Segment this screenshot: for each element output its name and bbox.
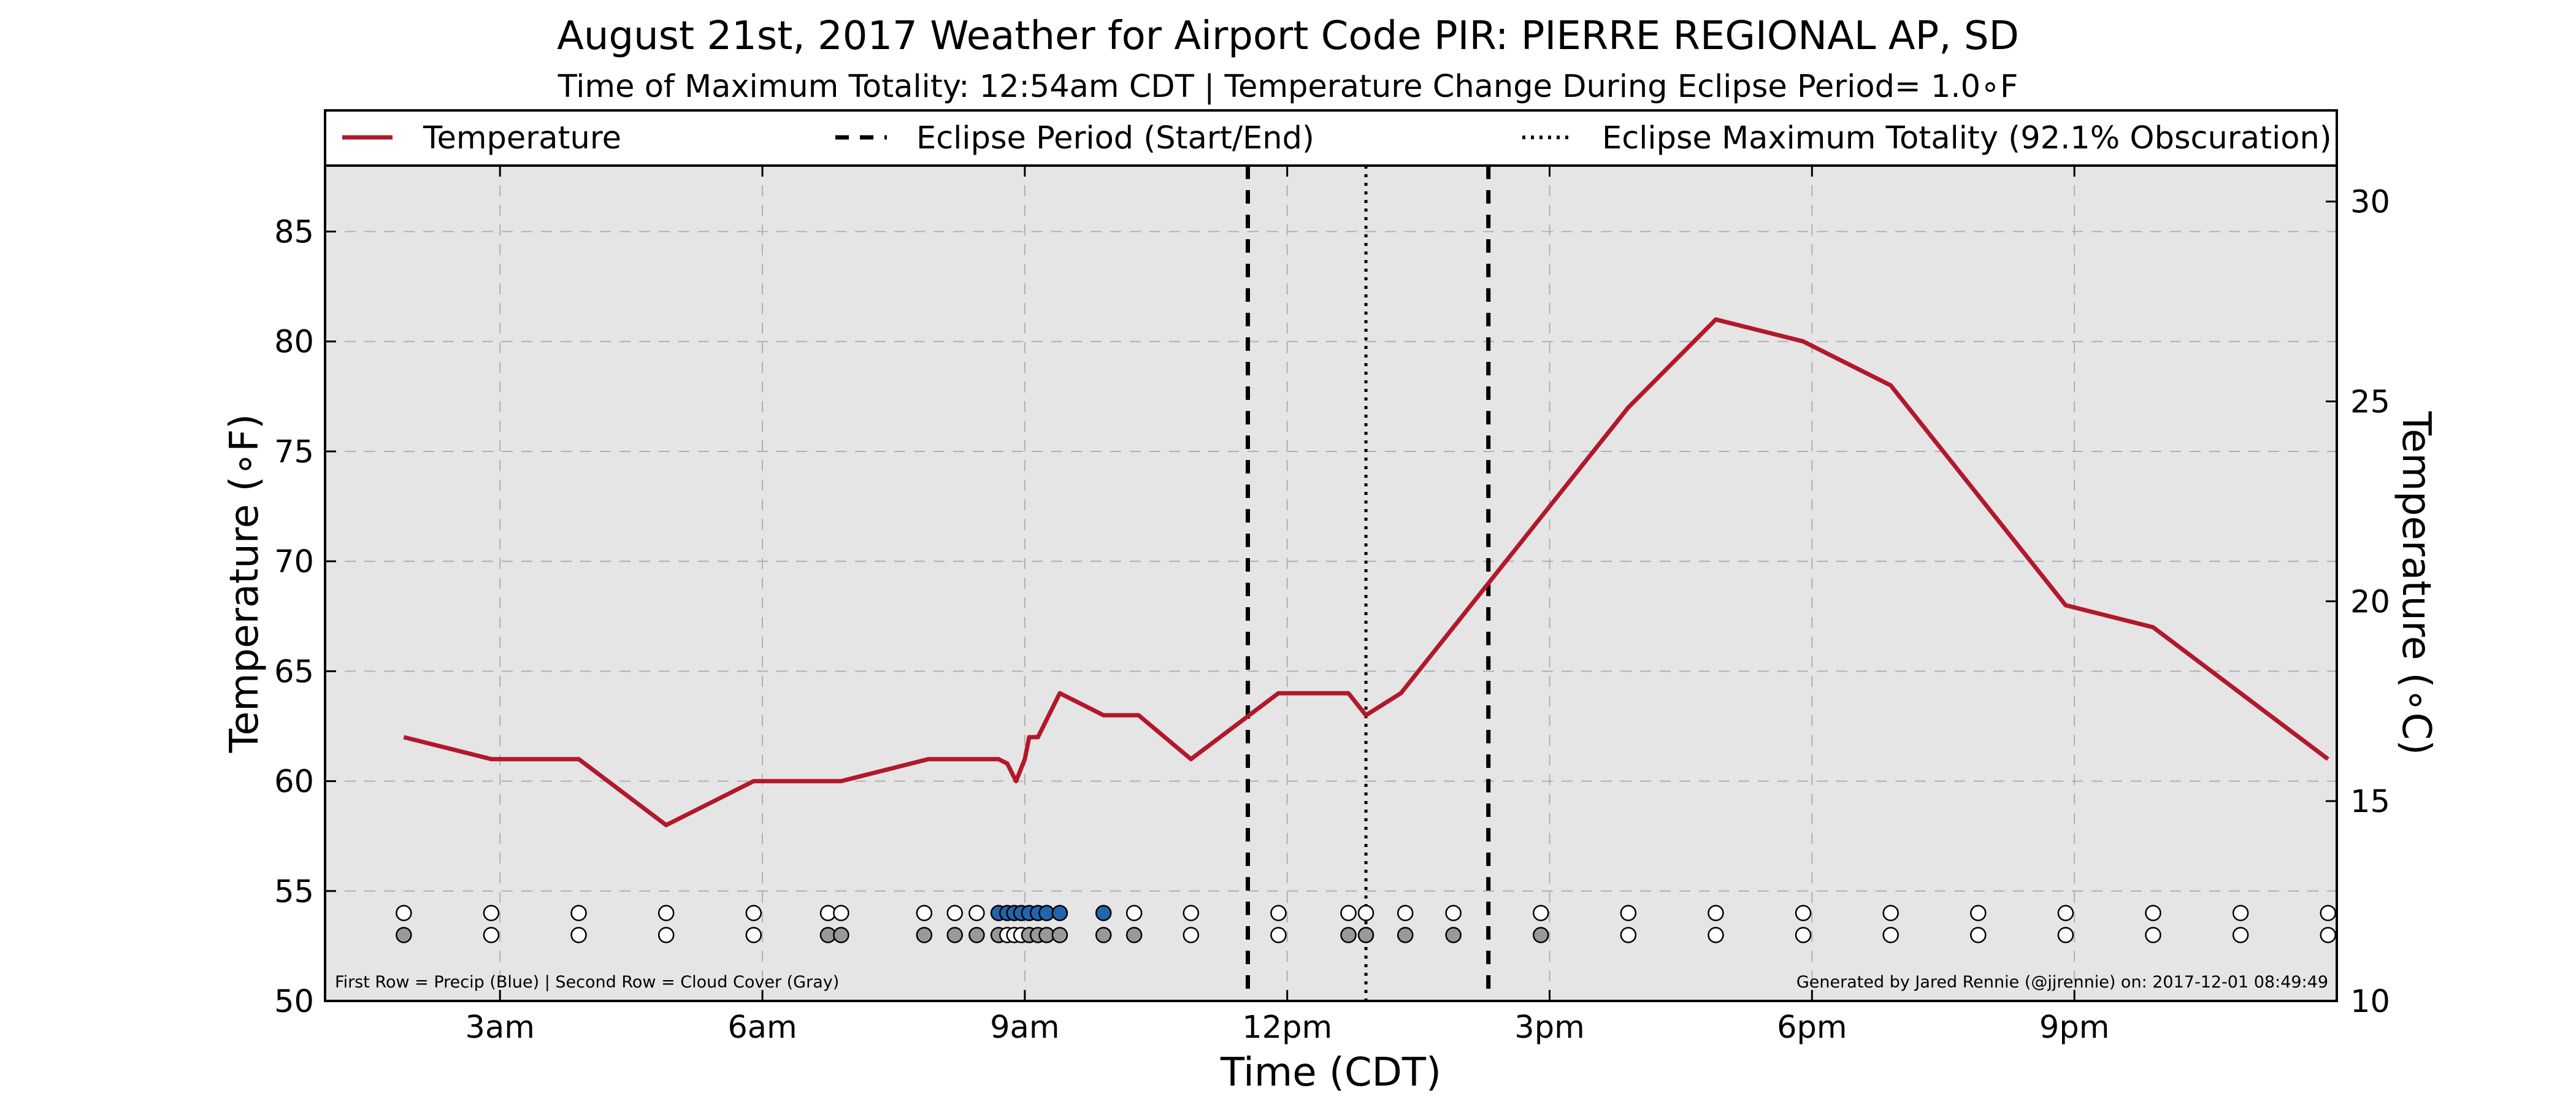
precip-marker-empty	[968, 905, 985, 921]
y-tick-label: 55	[274, 874, 314, 910]
x-axis-ticks: 3am 6am 9am 12pm 3pm 6pm 9pm	[466, 166, 2110, 1046]
cloud-marker-empty	[1708, 927, 1724, 943]
legend-max-totality-label: Eclipse Maximum Totality (92.1% Obscurat…	[1602, 120, 2332, 156]
precip-marker-empty	[2320, 905, 2336, 921]
cloud-marker-empty	[657, 927, 675, 943]
cloud-marker-empty	[2232, 927, 2249, 943]
y-tick-label: 70	[274, 544, 314, 580]
y-tick-label: 60	[274, 764, 314, 800]
cloud-marker-filled	[1445, 927, 1462, 943]
cloud-marker-empty	[1795, 927, 1812, 943]
y-right-tick-label: 20	[2350, 584, 2390, 620]
y-right-tick-label: 25	[2350, 384, 2390, 420]
y-axis-label: Temperature (∘F)	[222, 414, 267, 754]
plot-area	[325, 166, 2337, 1001]
y-tick-label: 80	[274, 324, 314, 361]
cloud-marker-filled	[1340, 927, 1357, 943]
cloud-marker-empty	[2145, 927, 2161, 943]
y-right-tick-label: 10	[2350, 984, 2390, 1020]
cloud-marker-empty	[745, 927, 762, 943]
y-tick-label: 75	[274, 434, 314, 470]
y-axis-ticks: 50 55 60 65 70 75 80 85	[274, 215, 336, 1020]
precip-cloud-markers	[396, 905, 2336, 943]
precip-marker-empty	[946, 905, 964, 921]
precip-marker-empty	[1620, 905, 1637, 921]
cloud-marker-empty	[483, 927, 500, 943]
cloud-marker-filled	[968, 927, 985, 943]
y-axis-right-ticks: 10 15 20 25 30	[2326, 185, 2390, 1020]
cloud-marker-filled	[1051, 927, 1068, 943]
legend-eclipse-period-label: Eclipse Period (Start/End)	[916, 120, 1314, 156]
y-right-tick-label: 30	[2350, 185, 2390, 221]
precip-marker-empty	[916, 905, 933, 921]
precip-marker-filled	[1051, 905, 1068, 921]
cloud-marker-filled	[396, 927, 412, 943]
temperature-series	[403, 317, 2329, 827]
cloud-marker-empty	[1882, 927, 1899, 943]
chart-title: August 21st, 2017 Weather for Airport Co…	[557, 13, 2019, 59]
generated-by-note: Generated by Jared Rennie (@jjrennie) on…	[1796, 973, 2328, 992]
grid-lines	[325, 166, 2337, 1001]
cloud-marker-filled	[946, 927, 964, 943]
y-tick-label: 50	[274, 984, 314, 1020]
x-axis-label: Time (CDT)	[1220, 1050, 1441, 1095]
cloud-marker-filled	[1095, 927, 1112, 943]
precip-marker-filled	[1095, 905, 1112, 921]
x-tick-label: 6pm	[1777, 1010, 1847, 1046]
cloud-marker-empty	[2057, 927, 2074, 943]
precip-marker-empty	[1397, 905, 1414, 921]
legend-temperature-label: Temperature	[423, 120, 621, 156]
precip-marker-empty	[1795, 905, 1812, 921]
plot-frame	[324, 164, 2338, 1002]
cloud-marker-filled	[1533, 927, 1549, 943]
precip-marker-empty	[657, 905, 675, 921]
cloud-marker-empty	[1620, 927, 1637, 943]
x-tick-label: 9pm	[2039, 1010, 2110, 1046]
x-tick-label: 9am	[990, 1010, 1059, 1046]
precip-marker-empty	[396, 905, 412, 921]
precip-marker-empty	[1125, 905, 1143, 921]
precip-marker-empty	[1270, 905, 1287, 921]
cloud-marker-empty	[1183, 927, 1200, 943]
y-tick-label: 85	[274, 215, 314, 251]
cloud-marker-empty	[1970, 927, 1987, 943]
cloud-marker-empty	[1270, 927, 1287, 943]
precip-marker-empty	[2145, 905, 2161, 921]
precip-marker-empty	[833, 905, 849, 921]
temperature-line	[403, 317, 2329, 827]
cloud-marker-filled	[833, 927, 849, 943]
precip-marker-empty	[1970, 905, 1987, 921]
y-right-tick-label: 15	[2350, 784, 2390, 820]
precip-marker-empty	[1708, 905, 1724, 921]
precip-marker-empty	[2232, 905, 2249, 921]
cloud-marker-filled	[1397, 927, 1414, 943]
precip-marker-empty	[1183, 905, 1200, 921]
legend: Temperature Eclipse Period (Start/End) E…	[324, 109, 2338, 167]
x-tick-label: 3am	[466, 1010, 535, 1046]
x-tick-label: 6am	[727, 1010, 797, 1046]
precip-marker-empty	[1882, 905, 1899, 921]
precip-marker-empty	[1340, 905, 1357, 921]
row-legend-note: First Row = Precip (Blue) | Second Row =…	[335, 973, 839, 992]
cloud-marker-filled	[1357, 927, 1374, 943]
precip-marker-empty	[1533, 905, 1549, 921]
precip-marker-empty	[570, 905, 587, 921]
precip-marker-empty	[2057, 905, 2074, 921]
x-tick-label: 12pm	[1242, 1010, 1332, 1046]
x-tick-label: 3pm	[1514, 1010, 1585, 1046]
cloud-marker-filled	[1125, 927, 1143, 943]
y-tick-label: 65	[274, 654, 314, 690]
precip-marker-empty	[1445, 905, 1462, 921]
legend-frame	[324, 109, 2338, 167]
cloud-marker-filled	[916, 927, 933, 943]
cloud-marker-empty	[570, 927, 587, 943]
precip-marker-empty	[1357, 905, 1374, 921]
chart-subtitle: Time of Maximum Totality: 12:54am CDT | …	[558, 69, 2018, 105]
precip-marker-empty	[745, 905, 762, 921]
cloud-marker-empty	[2320, 927, 2336, 943]
precip-marker-empty	[483, 905, 500, 921]
y-axis-right-label: Temperature (∘C)	[2393, 411, 2439, 755]
